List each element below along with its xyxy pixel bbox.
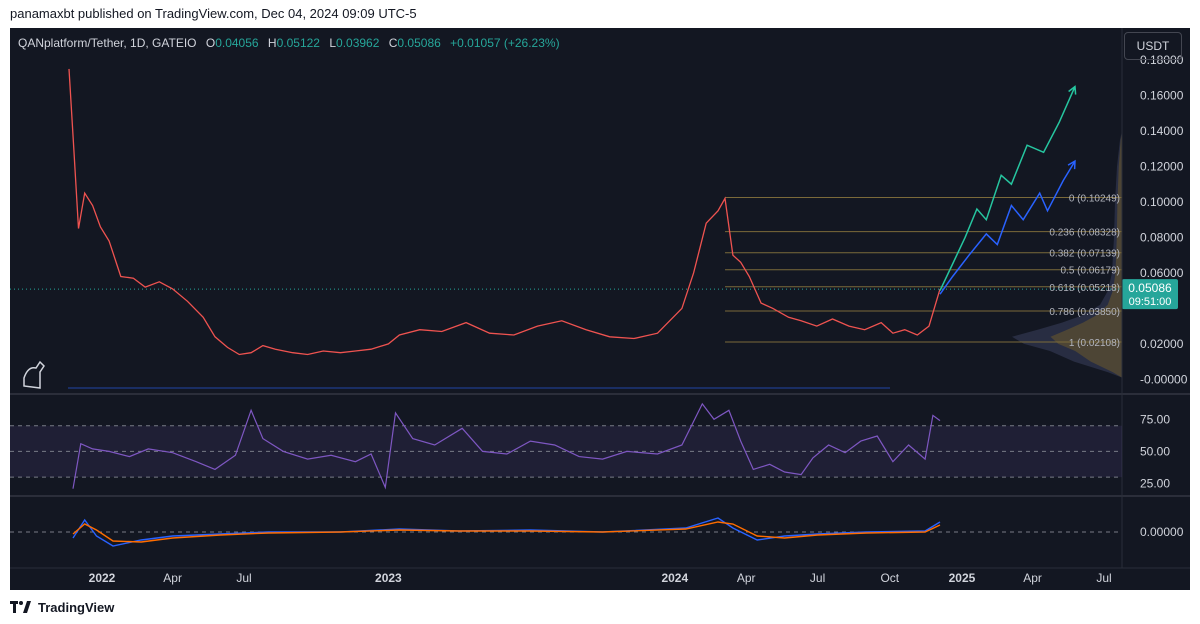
fib-level-label: 1 (0.02108) [1069,338,1120,349]
projection-arrow-head [1067,159,1076,170]
volume-profile [1012,130,1122,378]
x-tick-label: Apr [163,571,182,585]
rsi-y-tick-label: 25.00 [1140,477,1170,491]
fib-level-label: 0.5 (0.06179) [1061,266,1121,277]
legend-symbol[interactable]: QANplatform/Tether, 1D, GATEIO [18,36,197,50]
fib-level-label: 0.786 (0.03850) [1049,307,1120,318]
legend-close-key: C [388,36,398,50]
y-tick-label: 0.08000 [1140,230,1184,244]
price-label-value: 0.05086 [1128,281,1172,295]
fib-level-label: 0 (0.10249) [1069,194,1120,205]
x-tick-label: 2025 [949,571,976,585]
y-tick-label: 0.02000 [1140,337,1184,351]
chart-svg[interactable]: 0 (0.10249) 0.236 (0.08328) 0.382 (0.07139… [10,28,1190,590]
x-tick-label: Jul [1096,571,1111,585]
price-series-line [68,68,941,356]
x-tick-label: 2022 [89,571,116,585]
x-tick-label: Apr [1023,571,1042,585]
rsi-y-tick-label: 50.00 [1140,444,1170,458]
symbol-legend: QANplatform/Tether, 1D, GATEIO O0.04056 … [18,36,560,50]
y-tick-label: 0.06000 [1140,266,1184,280]
legend-low-key: L [329,36,337,50]
projection-line-base [939,160,1076,295]
fib-level-label: 0.618 (0.05218) [1049,283,1120,294]
x-tick-label: Jul [810,571,825,585]
y-tick-label: 0.16000 [1140,88,1184,102]
y-tick-label: 0.12000 [1140,159,1184,173]
projection-arrow-head [1068,85,1077,95]
legend-open-key: O [205,36,216,50]
y-tick-label: 0.14000 [1140,124,1184,138]
tradingview-logo-icon [10,601,31,613]
currency-button[interactable]: USDT [1124,32,1182,60]
legend-close-value: 0.05086 [397,36,441,50]
rsi-line [72,402,941,490]
footer-brand-label: TradingView [38,599,115,615]
rsi-y-tick-label: 75.00 [1140,412,1170,426]
legend-high-key: H [267,36,277,50]
macd-signal-line [72,521,941,543]
y-tick-label: 0.10000 [1140,195,1184,209]
legend-change: +0.01057 (+26.23%) [450,36,560,50]
publish-line: panamaxbt published on TradingView.com, … [10,6,417,21]
projection-line-bullish [939,86,1076,291]
x-tick-label: Apr [737,571,756,585]
y-tick-label: -0.00000 [1140,372,1188,386]
x-tick-label: 2023 [375,571,402,585]
legend-low-value: 0.03962 [336,36,380,50]
fib-level-label: 0.236 (0.08328) [1049,228,1120,239]
tv-dino-icon [23,360,45,389]
x-tick-label: Oct [880,571,899,585]
footer-brand[interactable]: TradingView [10,598,114,616]
volume-profile-value-area [1050,130,1122,378]
y-tick-label: 0.18000 [1140,53,1184,67]
legend-open-value: 0.04056 [215,36,259,50]
price-label-countdown: 09:51:00 [1129,296,1172,308]
x-tick-label: Jul [236,571,251,585]
x-tick-label: 2024 [661,571,688,585]
macd-y-tick-label: 0.00000 [1140,525,1184,539]
fib-level-label: 0.382 (0.07139) [1049,249,1120,260]
price-label-box [1122,279,1178,310]
chart-frame[interactable]: 0 (0.10249) 0.236 (0.08328) 0.382 (0.07139… [10,28,1190,590]
legend-high-value: 0.05122 [276,36,320,50]
